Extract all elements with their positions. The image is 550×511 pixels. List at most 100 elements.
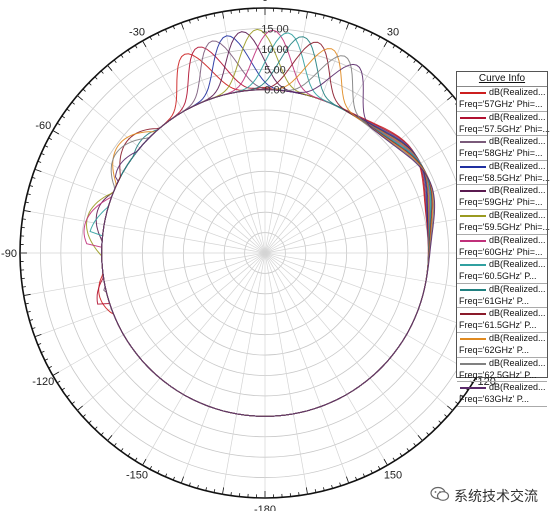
angle-tick [23,210,31,213]
legend-entry-params: Freq='60GHz' Phi=... [459,246,543,257]
angle-tick [31,176,36,179]
legend-entry: dB(Realized... Freq='58GHz' Phi=... [457,136,547,161]
angle-tick [355,476,358,481]
angle-tick [120,448,124,452]
angle-tick [29,319,33,321]
legend-entry-quantity: dB(Realized... [489,160,546,171]
legend-swatch [460,141,486,144]
legend-entry-quantity: dB(Realized... [489,185,546,196]
angle-tick [222,11,225,19]
watermark: 系统技术交流 [430,484,550,506]
angle-tick [157,469,160,474]
angle-tick [107,65,113,71]
pattern-curve [96,46,429,417]
angle-tick [66,394,70,398]
legend-swatch [460,239,486,242]
legend-entry-params: Freq='57.5GHz' Phi=... [459,123,550,134]
legend-swatch [460,313,486,316]
angle-tick [48,366,52,369]
angle-tick [71,401,75,405]
angle-tick [27,193,31,195]
angle-tick [94,76,98,80]
angle-tick [213,13,216,17]
legend-entry-params: Freq='63GHz' P... [459,394,530,405]
legend-entry-params: Freq='61.5GHz' P... [459,320,537,331]
angle-tick [134,457,138,461]
angle-tick [107,435,113,441]
angle-tick [88,420,92,424]
angle-tick [370,469,373,474]
angle-tick [432,76,436,80]
legend-entry-params: Freq='62.5GHz' P... [459,369,537,380]
angle-tick [331,17,333,21]
legend-entry: dB(Realized... Freq='61.5GHz' P... [457,308,547,333]
grid-spoke [142,252,266,466]
angle-tick [455,401,459,405]
angle-tick [417,65,423,71]
legend-entry-quantity: dB(Realized... [489,136,546,147]
grid-spoke [264,65,423,254]
legend-entry-quantity: dB(Realized... [489,283,546,294]
legend-title: Curve Info [457,72,547,87]
legend-entry-quantity: dB(Realized... [489,332,546,343]
angle-tick [406,54,410,58]
angle-tick [417,435,423,441]
angle-tick [57,380,61,384]
angle-tick [339,482,342,487]
angle-tick [52,371,60,376]
angle-tick [77,95,83,101]
angle-tick [355,25,358,30]
legend-swatch [460,116,486,119]
legend-entry-quantity: dB(Realized... [489,111,546,122]
angle-tick [197,485,199,489]
angle-tick [426,70,430,74]
angle-tick [362,29,366,33]
angle-tick [180,22,184,30]
angle-tick [323,487,325,491]
legend-entry-quantity: dB(Realized... [489,308,546,319]
angle-tick [127,49,131,54]
legend-entry: dB(Realized... Freq='63GHz' P... [457,382,547,407]
angle-tick [134,45,138,49]
legend-swatch [460,264,486,267]
legend-entry-params: Freq='59.5GHz' Phi=... [459,221,550,232]
angle-tick [23,293,31,296]
angle-tick [305,487,308,495]
grid-spoke [34,168,266,254]
grid-spoke [264,252,350,484]
angle-tick [222,487,225,495]
angle-tick [346,22,350,30]
legend-entry-quantity: dB(Realized... [489,209,546,220]
pattern-curve [98,53,429,417]
angle-tick [197,17,199,21]
angle-tick [41,152,45,156]
angle-tick [438,420,442,424]
legend-swatch [460,362,486,365]
angle-tick [447,405,453,411]
legend-swatch [460,214,486,217]
angle-tick [314,13,317,17]
legend-entry-params: Freq='60.5GHz' P... [459,271,537,282]
angle-tick [378,36,381,40]
angle-tick [100,70,104,74]
angle-tick [66,108,70,112]
angle-tick [142,458,147,466]
angle-tick [44,145,49,148]
angle-tick [383,458,388,466]
grid-spoke [52,130,266,254]
legend-entry: dB(Realized... Freq='60GHz' Phi=... [457,235,547,260]
legend-swatch [460,190,486,193]
angle-tick [426,432,430,436]
angle-tick [25,302,29,305]
legend-entry: dB(Realized... Freq='62GHz' P... [457,333,547,358]
angle-tick [378,466,381,470]
angle-tick [57,122,61,126]
grid-spoke [222,252,266,495]
angle-tick [172,476,175,481]
legend-entry: dB(Realized... Freq='62.5GHz' P... [457,358,547,383]
angle-tick [29,185,33,187]
angle-tick [41,350,45,354]
legend-swatch [460,165,486,168]
grid-spoke [264,252,388,466]
grid-spoke [264,252,423,441]
